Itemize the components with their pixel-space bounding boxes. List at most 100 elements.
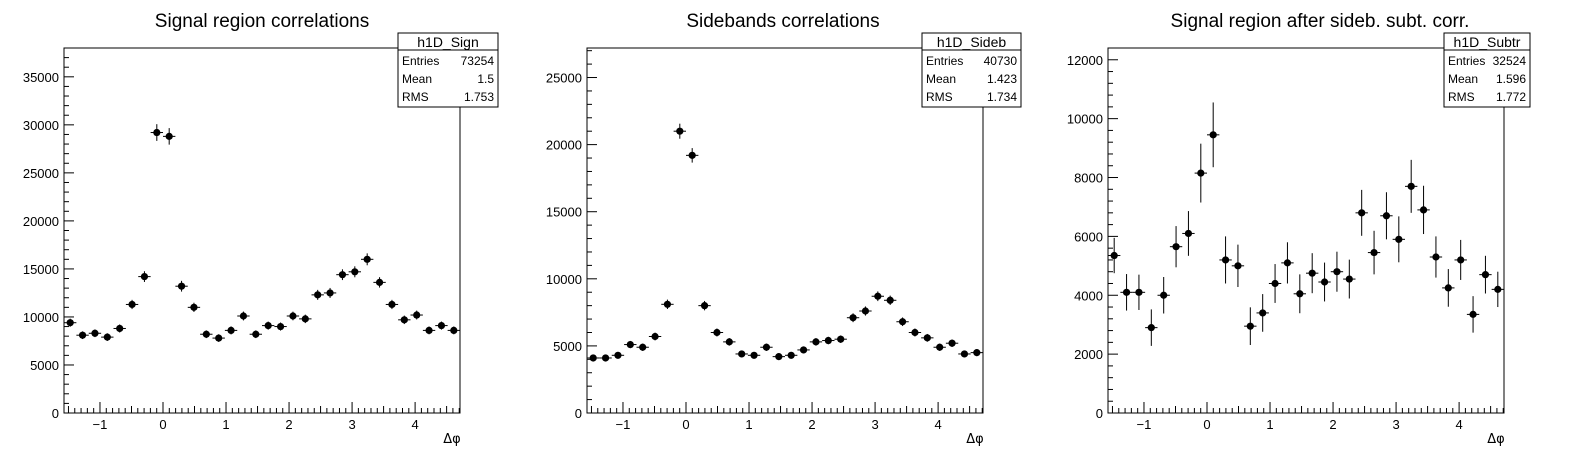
panel-1: Signal region correlations 0 5000 10000 1500… <box>23 11 499 447</box>
data-point <box>686 148 699 163</box>
data-marker <box>239 312 248 320</box>
data-marker <box>614 351 622 359</box>
data-marker <box>738 350 746 358</box>
data-marker <box>1333 268 1341 276</box>
data-point <box>435 321 448 330</box>
x-tick-label: 3 <box>348 417 355 432</box>
data-marker <box>713 328 721 337</box>
data-marker <box>1358 209 1366 217</box>
stats-label-rms: RMS <box>1448 90 1475 104</box>
stats-value-entries: 73254 <box>461 54 495 68</box>
x-tick-label: 3 <box>1392 417 1399 432</box>
chart-title: Sidebands correlations <box>686 11 879 32</box>
data-marker <box>762 343 771 351</box>
data-marker <box>936 343 944 351</box>
stats-box-frame <box>921 32 1022 108</box>
x-tick-label: 1 <box>1266 417 1273 432</box>
data-point <box>723 338 736 346</box>
y-tick-label: 10000 <box>23 310 59 325</box>
data-marker <box>1320 278 1329 286</box>
data-point <box>101 333 114 341</box>
data-marker <box>1296 290 1304 298</box>
data-point <box>624 340 637 349</box>
data-marker <box>1457 256 1465 264</box>
data-point <box>1466 296 1480 333</box>
data-point <box>859 306 872 316</box>
data-point <box>1145 309 1158 346</box>
data-point <box>212 334 225 342</box>
data-marker <box>1184 229 1193 238</box>
data-point <box>373 277 386 288</box>
y-tick-label: 0 <box>52 406 59 421</box>
data-point <box>834 335 847 343</box>
data-marker <box>1308 269 1316 277</box>
data-point <box>1442 269 1455 307</box>
x-tick-label: 0 <box>159 417 166 432</box>
data-point <box>710 328 724 337</box>
y-tick-label: 25000 <box>546 71 582 86</box>
stats-label-mean: Mean <box>1448 72 1478 86</box>
stats-value-rms: 1.772 <box>1496 90 1526 104</box>
data-marker <box>1259 309 1267 317</box>
data-point <box>1343 259 1356 299</box>
data-marker <box>388 300 396 309</box>
data-point <box>187 302 201 312</box>
data-point <box>921 333 934 342</box>
data-point <box>1281 242 1294 284</box>
data-point <box>1405 159 1418 213</box>
stats-value-mean: 1.596 <box>1496 72 1526 86</box>
data-marker <box>153 128 161 137</box>
data-point <box>958 350 971 358</box>
data-point <box>661 299 674 310</box>
data-marker <box>1283 259 1292 267</box>
chart-title: Signal region correlations <box>155 11 369 32</box>
data-marker <box>425 326 433 334</box>
data-marker <box>1135 288 1143 296</box>
data-marker <box>651 332 659 341</box>
data-marker <box>948 339 956 347</box>
panel-2: Sidebands correlations 0 5000 10000 15000 200… <box>546 11 1022 447</box>
data-marker <box>799 346 808 354</box>
stats-histogram-name: h1D_Sideb <box>937 34 1006 50</box>
data-marker <box>326 289 334 297</box>
data-point <box>422 326 436 335</box>
data-marker <box>1122 288 1131 296</box>
data-point <box>138 271 151 282</box>
data-marker <box>140 273 149 281</box>
data-marker <box>601 354 610 362</box>
plot-frame <box>1107 47 1505 414</box>
y-tick-label: 35000 <box>23 70 59 85</box>
data-point <box>797 346 810 354</box>
data-marker <box>1481 271 1490 279</box>
stats-label-mean: Mean <box>402 72 432 86</box>
data-marker <box>775 353 783 361</box>
data-point <box>323 287 337 298</box>
x-tick-label: 3 <box>871 417 878 432</box>
y-tick-label: 15000 <box>546 205 582 220</box>
data-point <box>163 128 176 145</box>
data-point <box>735 350 748 358</box>
data-marker <box>1345 275 1353 283</box>
data-point <box>846 313 860 323</box>
data-marker <box>1221 256 1230 264</box>
data-point <box>772 353 785 361</box>
x-tick-label: −1 <box>616 417 631 432</box>
data-marker <box>589 354 597 362</box>
data-marker <box>252 330 260 338</box>
data-marker <box>215 334 223 342</box>
stats-value-entries: 32524 <box>1493 54 1527 68</box>
y-tick-label: 20000 <box>23 214 59 229</box>
data-point <box>1120 274 1133 311</box>
data-point <box>945 339 959 347</box>
data-point <box>1169 226 1183 268</box>
data-marker <box>128 300 136 309</box>
data-marker <box>400 316 408 324</box>
data-point <box>1207 102 1220 168</box>
data-marker <box>787 351 795 359</box>
x-tick-label: 0 <box>1203 417 1210 432</box>
data-point <box>1244 307 1257 346</box>
data-point <box>336 269 349 281</box>
data-point <box>884 295 897 305</box>
data-marker <box>202 330 210 338</box>
